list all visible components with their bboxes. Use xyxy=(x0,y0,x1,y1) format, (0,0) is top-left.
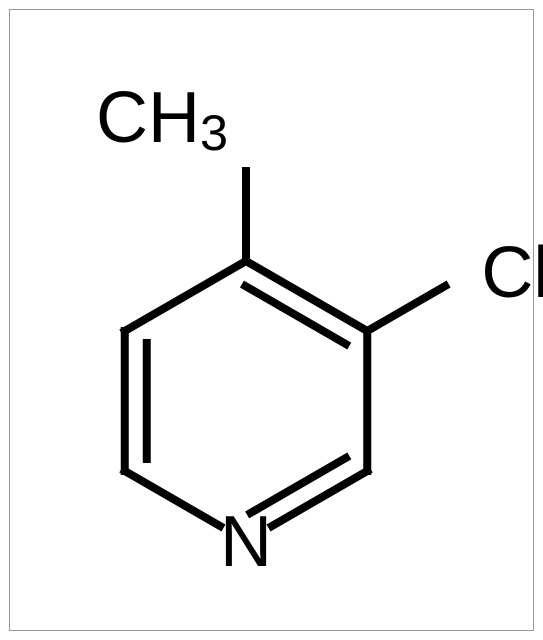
image-frame xyxy=(9,9,534,631)
